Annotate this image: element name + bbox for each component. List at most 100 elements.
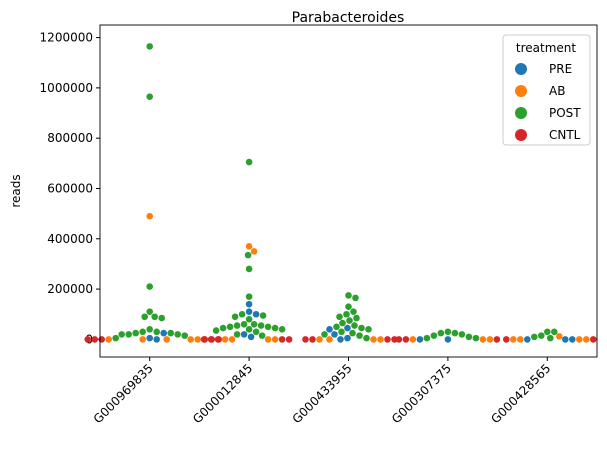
swarm-point (302, 336, 309, 343)
swarm-point (174, 331, 181, 338)
swarm-point (444, 328, 452, 336)
swarm-point (233, 331, 241, 338)
legend-label: PRE (549, 62, 572, 76)
swarm-point (245, 308, 253, 316)
swarm-point (423, 334, 431, 342)
swarm-point (245, 243, 253, 250)
legend-marker (515, 85, 527, 97)
swarm-point (245, 158, 253, 166)
swarm-point (98, 336, 105, 343)
swarm-point (409, 336, 417, 343)
legend-marker (515, 63, 527, 75)
swarm-point (139, 328, 146, 336)
legend-label: POST (549, 106, 581, 120)
x-tick-label: G000012845 (190, 361, 255, 426)
swarm-point (384, 336, 391, 343)
swarm-point (160, 329, 167, 337)
swarm-point (345, 303, 352, 310)
swarm-point (250, 248, 258, 255)
swarm-point (531, 333, 538, 341)
swarm-point (118, 331, 125, 338)
swarm-point (337, 336, 344, 343)
swarm-point (125, 331, 132, 338)
swarm-point (91, 336, 98, 343)
swarm-point (547, 334, 554, 342)
swarm-point (524, 336, 531, 343)
swarm-point (141, 313, 148, 321)
swarm-point (510, 336, 517, 343)
swarm-point (395, 336, 403, 343)
swarm-point (344, 334, 351, 342)
swarm-point (430, 332, 438, 339)
x-tick-label: G000307375 (389, 361, 454, 426)
swarm-point (146, 283, 153, 290)
swarm-point (346, 317, 353, 324)
swarm-point (214, 336, 222, 343)
swarm-point (245, 265, 253, 273)
swarm-point (569, 336, 576, 343)
swarm-point (583, 336, 590, 343)
swarm-point (146, 212, 153, 220)
swarm-point (349, 329, 356, 337)
swarm-point (233, 322, 241, 329)
legend-marker (515, 107, 527, 119)
y-tick-label: 1000000 (40, 81, 93, 95)
swarm-point (252, 328, 260, 336)
swarm-point (350, 308, 357, 316)
swarm-point (352, 294, 359, 302)
x-tick-label: G000428565 (488, 361, 553, 426)
swarm-point (377, 336, 384, 343)
swarm-point (264, 323, 272, 331)
swarm-point (538, 332, 545, 339)
swarm-point (146, 308, 153, 316)
swarm-point (146, 93, 153, 100)
swarm-point (181, 332, 188, 339)
swarm-point (437, 329, 445, 337)
chart-title: Parabacteroides (292, 10, 405, 26)
swarm-point (486, 336, 494, 343)
swarm-point (458, 331, 466, 338)
swarm-point (576, 336, 583, 343)
swarm-point (351, 322, 358, 329)
swarm-point (221, 336, 229, 343)
swarm-point (238, 310, 246, 318)
swarm-point (226, 323, 234, 331)
swarm-point (321, 331, 328, 338)
swarm-point (356, 332, 363, 339)
swarm-point (240, 321, 248, 328)
swarm-point (479, 336, 487, 343)
swarm-point (353, 314, 360, 322)
plot-frame (99, 24, 598, 358)
swarm-point (153, 336, 160, 343)
x-tick-label: G000969835 (91, 361, 156, 426)
swarm-point (551, 328, 558, 336)
y-tick-label: 200000 (47, 282, 93, 296)
swarm-point (331, 331, 338, 338)
swarm-point (219, 324, 227, 332)
swarm-point (244, 251, 252, 259)
swarm-point (402, 336, 410, 343)
swarm-point (194, 336, 201, 343)
swarm-point (167, 329, 174, 337)
swarm-point (271, 324, 279, 332)
swarm-point (465, 333, 473, 341)
swarm-point (207, 336, 215, 343)
swarm-point (590, 336, 597, 343)
swarm-point (240, 331, 248, 338)
swarm-point (493, 336, 501, 343)
swarm-point (245, 293, 253, 300)
swarm-point (259, 312, 267, 319)
swarm-point (252, 310, 260, 318)
y-tick-label: 800000 (47, 131, 93, 145)
swarm-point (84, 336, 91, 343)
swarm-point (228, 336, 236, 343)
swarm-point (247, 333, 255, 341)
swarm-point (278, 336, 286, 343)
swarm-point (158, 314, 165, 322)
swarm-point (338, 328, 345, 336)
y-tick-label: 1200000 (40, 31, 93, 45)
swarm-point (258, 332, 266, 339)
swarm-point (358, 324, 365, 332)
swarm-point (231, 313, 239, 321)
